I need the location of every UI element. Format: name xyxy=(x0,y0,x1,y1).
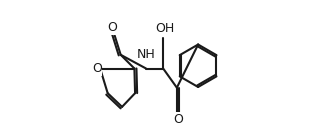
Text: O: O xyxy=(107,21,117,34)
Text: OH: OH xyxy=(155,22,174,35)
Text: O: O xyxy=(92,62,102,75)
Text: NH: NH xyxy=(137,48,155,61)
Text: O: O xyxy=(173,113,183,126)
